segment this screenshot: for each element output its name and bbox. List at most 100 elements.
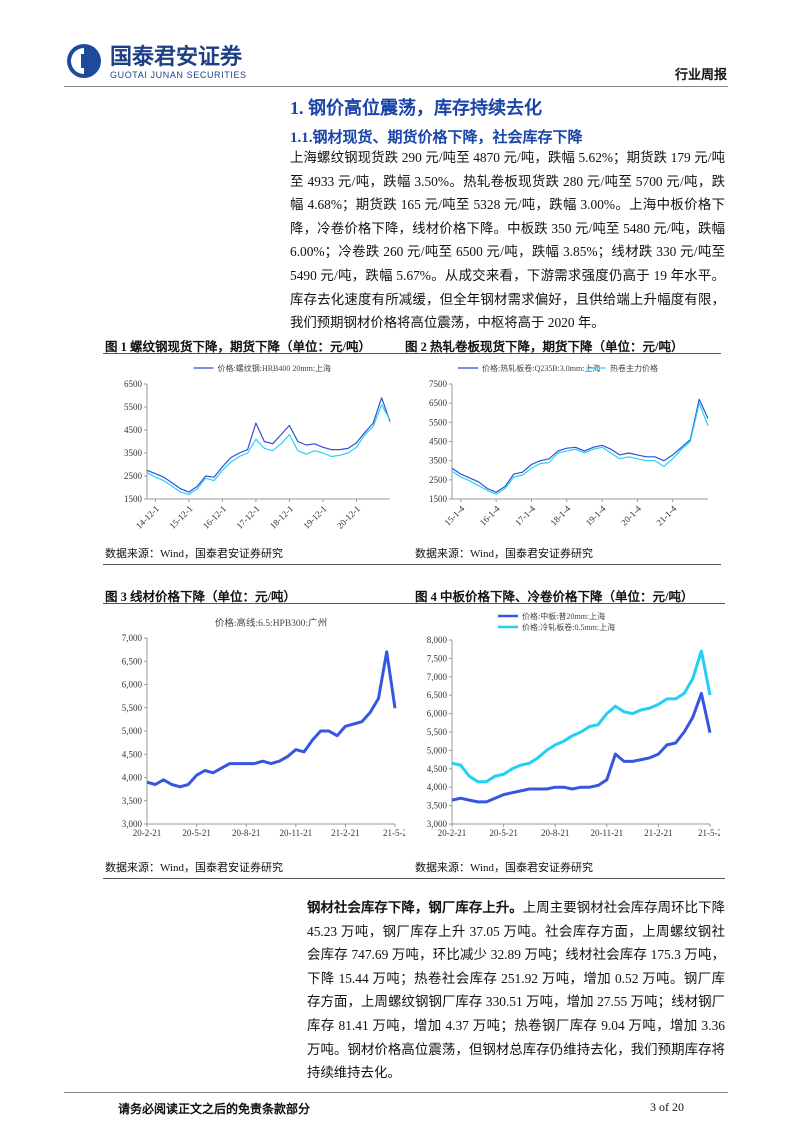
x-tick-label: 17-1-4 [513,503,537,527]
line-series [451,398,709,493]
y-tick-label: 5500 [429,417,448,427]
y-tick-label: 5,000 [427,745,448,755]
paragraph-lead: 钢材社会库存下降，钢厂库存上升。 [307,900,523,915]
chart-title: 价格:高线:6.5:HPB300:广州 [215,617,327,629]
figure-caption: 图 2 热轧卷板现货下降，期货下降（单位：元/吨） [405,340,684,354]
line-series [451,402,709,495]
x-tick-label: 20-11-21 [590,828,623,838]
company-name: 国泰君安证券 [110,44,243,70]
figure-caption: 图 3 线材价格下降（单位：元/吨） [105,590,296,604]
y-tick-label: 4500 [429,437,448,447]
legend-label: 价格:冷轧板卷:0.5mm:上海 [522,622,615,632]
y-tick-label: 6,000 [122,680,143,690]
line-series [451,649,712,784]
y-tick-label: 8,000 [427,635,448,645]
line-series [146,404,391,495]
paragraph-text: 上周主要钢材社会库存周环比下降 45.23 万吨，钢厂库存上升 37.05 万吨… [307,900,726,1081]
x-tick-label: 16-1-4 [478,503,502,527]
chart: 3,000 3,500 4,000 4,500 5,000 5,500 6,000 6,500… [122,617,405,838]
x-tick-label: 20-5-21 [182,828,211,838]
x-tick-label: 20-2-21 [438,828,467,838]
x-tick-label: 20-8-21 [232,828,261,838]
x-tick-label: 19-12-1 [301,504,328,531]
x-tick-label: 20-5-21 [489,828,517,838]
y-tick-label: 5,000 [122,726,143,736]
line-series [146,397,391,493]
source-rule [103,564,721,565]
x-tick-label: 18-1-4 [548,503,572,527]
figure-caption: 图 4 中板价格下降、冷卷价格下降（单位：元/吨） [415,590,694,604]
figure-source: 数据来源：Wind，国泰君安证券研究 [415,862,593,874]
x-tick-label: 21-5-2 [383,828,405,838]
figure-source: 数据来源：Wind，国泰君安证券研究 [105,862,283,874]
y-tick-label: 1500 [429,494,448,504]
y-tick-label: 5,500 [122,703,143,713]
y-tick-label: 6,000 [427,709,448,719]
x-tick-label: 19-1-4 [584,503,608,527]
x-tick-label: 20-11-21 [279,828,312,838]
y-tick-label: 3500 [429,456,448,466]
page-number: 3 of 20 [650,1100,684,1114]
legend-label: 热卷主力价格 [610,363,658,373]
y-tick-label: 7500 [429,379,448,389]
report-type: 行业周报 [674,67,727,82]
source-rule [103,878,725,879]
x-tick-label: 21-5-2 [698,828,720,838]
x-tick-label: 21-2-21 [331,828,360,838]
x-tick-label: 16-12-1 [201,504,228,531]
caption-rule [103,353,721,354]
y-tick-label: 6500 [124,379,143,389]
y-tick-label: 3,500 [122,796,143,806]
paragraph: 钢材社会库存下降，钢厂库存上升。上周主要钢材社会库存周环比下降 45.23 万吨… [307,896,725,1085]
y-tick-label: 3,500 [427,801,448,811]
section-title: 1. 钢价高位震荡，库存持续去化 [290,98,542,118]
y-tick-label: 4,000 [122,773,143,783]
y-tick-label: 1500 [124,494,143,504]
line-series [146,650,397,789]
y-tick-label: 3500 [124,448,143,458]
legend-label: 价格:中板:普20mm:上海 [522,611,605,621]
x-tick-label: 20-2-21 [133,828,162,838]
logo: 国泰君安证券 GUOTAI JUNAN SECURITIES [67,44,247,80]
x-tick-label: 20-8-21 [541,828,570,838]
y-tick-label: 4,000 [427,782,448,792]
y-tick-label: 6500 [429,398,448,408]
figure-source: 数据来源：Wind，国泰君安证券研究 [415,548,593,560]
y-tick-label: 7,000 [427,672,448,682]
legend-label: 价格:螺纹钢:HRB400 20mm:上海 [218,363,332,373]
y-tick-label: 5,500 [427,727,448,737]
company-name-en: GUOTAI JUNAN SECURITIES [110,70,247,80]
x-tick-label: 15-1-4 [442,503,466,527]
y-tick-label: 7,500 [427,653,448,663]
x-tick-label: 20-12-1 [335,504,362,531]
paragraph: 上海螺纹钢现货跌 290 元/吨至 4870 元/吨，跌幅 5.62%；期货跌 … [290,150,725,331]
x-tick-label: 18-12-1 [268,504,295,531]
x-tick-label: 14-12-1 [134,504,161,531]
line-series [451,691,712,804]
header-rule [64,86,728,87]
y-tick-label: 7,000 [122,633,143,643]
disclaimer: 请务必阅读正文之后的免责条款部分 [118,1102,311,1116]
footer-rule [64,1092,728,1093]
y-tick-label: 5500 [124,402,143,412]
x-tick-label: 15-12-1 [167,504,194,531]
x-tick-label: 21-2-21 [644,828,673,838]
y-tick-label: 4500 [124,425,143,435]
chart: 1500 2500 3500 4500 5500 6500 14-12-1 15-12-1 16… [124,363,391,531]
y-tick-label: 2500 [429,475,448,485]
y-tick-label: 6,500 [122,656,143,666]
section-subtitle: 1.1.钢材现货、期货价格下降，社会库存下降 [290,130,583,146]
caption-rule [103,603,725,604]
y-tick-label: 3,000 [427,819,448,829]
y-tick-label: 3,000 [122,819,143,829]
chart: 3,000 3,500 4,000 4,500 5,000 5,500 6,000 6,500… [427,611,720,838]
chart: 1500 2500 3500 4500 5500 6500 7500 15-1-4 16-1-4… [429,363,709,528]
figure-caption: 图 1 螺纹钢现货下降，期货下降（单位：元/吨） [105,340,371,354]
legend-label: 价格:热轧板卷:Q235B:3.0mm:上海 [482,363,600,373]
y-tick-label: 6,500 [427,690,448,700]
x-tick-label: 17-12-1 [234,504,261,531]
y-tick-label: 4,500 [122,749,143,759]
x-tick-label: 20-1-4 [619,503,643,527]
figure-source: 数据来源：Wind，国泰君安证券研究 [105,548,283,560]
